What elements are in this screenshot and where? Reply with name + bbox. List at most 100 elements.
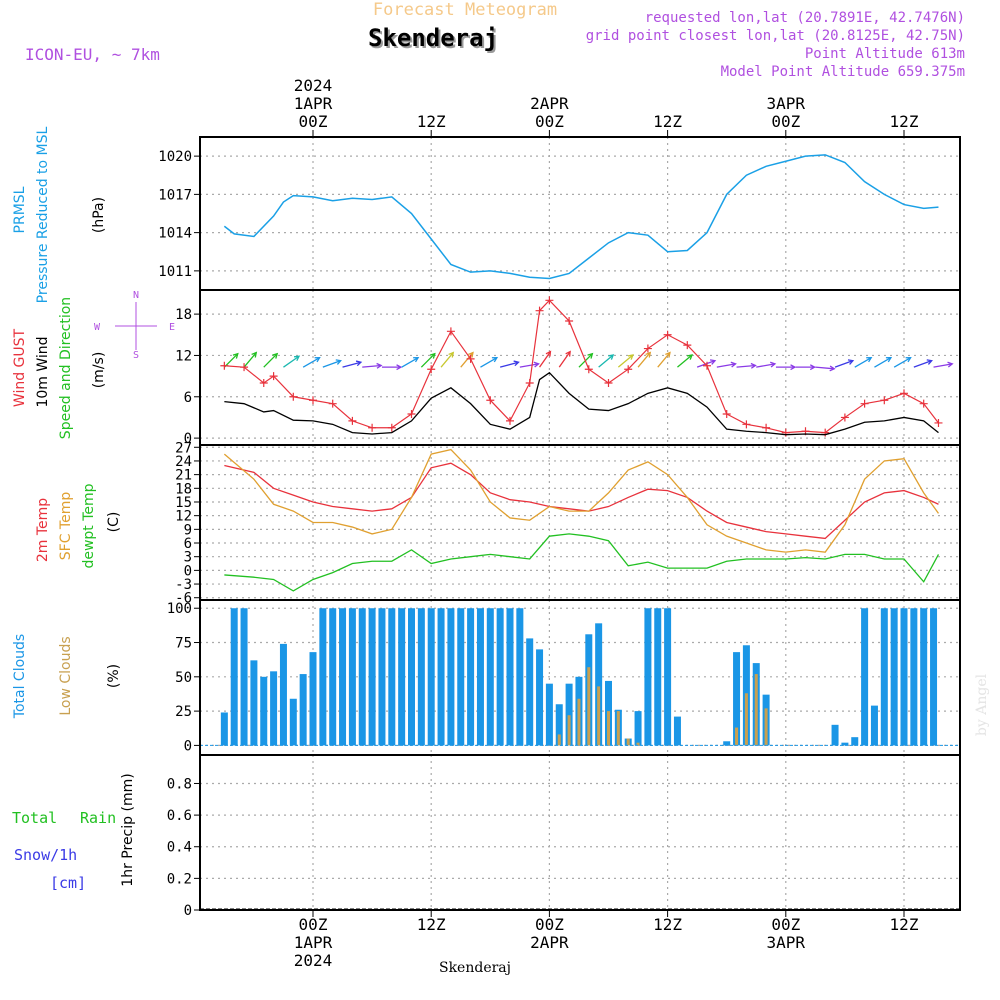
low-cloud-bar (597, 686, 601, 746)
wind-direction-arrow (322, 360, 341, 368)
wind-arrow-head (565, 350, 571, 357)
gust-marker (368, 423, 377, 432)
total-cloud-bar (427, 608, 435, 746)
total-rain-label: Total (12, 809, 57, 827)
gust-marker (840, 413, 849, 422)
y-tick-label: 0 (184, 563, 192, 579)
precip-axis-label: 1hr Precip (mm) (120, 773, 136, 886)
y-tick-label: 0.6 (167, 808, 192, 824)
time-label-top: 00Z (535, 112, 564, 131)
total-cloud-bar (220, 712, 228, 746)
wind-arrow-head (533, 361, 540, 368)
total-cloud-bar (673, 716, 681, 746)
wind-arrow-head (790, 364, 797, 371)
rain-label: Rain (80, 809, 116, 827)
wind-direction-arrow (756, 363, 776, 368)
wind-arrow-head (587, 352, 594, 359)
wind-arrow-head (866, 356, 873, 363)
total-cloud-bar (910, 608, 918, 746)
compass-n: N (133, 290, 139, 301)
wind-direction-arrow (539, 351, 551, 368)
wind-arrow-head (709, 359, 717, 365)
y-tick-label: 0.2 (167, 871, 192, 887)
gust-marker (446, 327, 455, 336)
gust-marker (565, 317, 574, 325)
pressure-label-2: Pressure Reduced to MSL (35, 126, 51, 303)
wind-direction-arrow (440, 352, 454, 368)
wind-arrow-head (730, 361, 737, 368)
gust-marker (934, 418, 943, 427)
y-tick-label: 21 (175, 468, 192, 484)
gust-marker (624, 365, 633, 374)
gust-marker (781, 428, 790, 437)
wind-direction-arrow (854, 357, 872, 368)
y-tick-label: 1011 (158, 264, 192, 280)
total-cloud-bar (595, 623, 603, 746)
location-title: Skenderaj (370, 26, 500, 54)
wind-label: 10m Wind (35, 336, 51, 407)
gust-marker (663, 330, 672, 339)
total-cloud-bar (279, 643, 287, 746)
y-tick-label: 0.8 (167, 776, 192, 792)
model-altitude: Model Point Altitude 659.375m (721, 64, 965, 80)
plot-layer: 1011101410171020061218-6-303691215182124… (158, 76, 961, 970)
panel-frame (199, 754, 961, 911)
pressure-line (223, 154, 939, 280)
gust-marker (427, 365, 436, 374)
credit-watermark: by Angel (974, 673, 990, 736)
dewpt-line (224, 533, 940, 592)
y-tick-label: 1020 (158, 149, 192, 165)
y-tick-label: 15 (175, 495, 192, 511)
wind-arrow-head (926, 359, 933, 365)
wind-arrow-head (396, 364, 403, 371)
gust-marker (535, 306, 544, 315)
time-label-top: 00Z (771, 112, 800, 131)
gust-marker (525, 379, 534, 387)
wind-arrow-head (905, 356, 912, 363)
gust-marker (328, 399, 337, 408)
y-tick-label: 0 (184, 431, 192, 447)
total-cloud-bar (920, 608, 928, 746)
total-cloud-bar (870, 705, 878, 746)
time-label-bottom: 00Z (771, 915, 800, 934)
wind-arrow-head (750, 362, 757, 369)
time-label-top: 12Z (417, 112, 446, 131)
total-cloud-bar (398, 608, 406, 746)
time-label-top: 1APR (294, 94, 333, 113)
gust-marker (584, 365, 593, 374)
wind-arrow-head (665, 351, 671, 358)
y-tick-label: -6 (175, 591, 192, 607)
gust-marker (919, 399, 928, 408)
wind-arrow-head (491, 356, 499, 363)
pressure-unit: (hPa) (91, 197, 107, 233)
wind-arrow-head (513, 360, 520, 367)
total-cloud-bar (319, 608, 327, 746)
wind-arrow-head (335, 359, 342, 365)
gust-marker (742, 420, 751, 429)
wind-direction-arrow (736, 364, 756, 368)
gust-marker (860, 399, 869, 408)
low-cloud-bar (616, 711, 620, 746)
time-label-bottom: 2APR (530, 933, 569, 952)
wind-direction-arrow (933, 363, 953, 368)
time-label-top: 12Z (890, 112, 919, 131)
total-cloud-bar (378, 608, 386, 746)
time-label-bottom: 00Z (535, 915, 564, 934)
point-altitude: Point Altitude 613m (805, 46, 965, 62)
y-tick-label: 50 (175, 670, 192, 686)
sfc-temp-line (223, 448, 940, 553)
wind-arrow-head (232, 352, 239, 359)
total-cloud-bar (900, 608, 908, 746)
time-label-top: 2024 (294, 76, 333, 95)
wind-arrow-head (314, 356, 321, 363)
gust-marker (703, 361, 711, 370)
wind-direction-arrow (223, 353, 239, 368)
y-tick-label: 12 (175, 509, 192, 525)
time-label-top: 12Z (653, 112, 682, 131)
total-cloud-bar (880, 608, 888, 746)
low-cloud-bar (626, 738, 630, 746)
total-cloud-bar (289, 698, 297, 746)
gust-marker (604, 379, 613, 387)
time-label-bottom: 12Z (653, 915, 682, 934)
y-tick-label: 0 (184, 903, 192, 919)
